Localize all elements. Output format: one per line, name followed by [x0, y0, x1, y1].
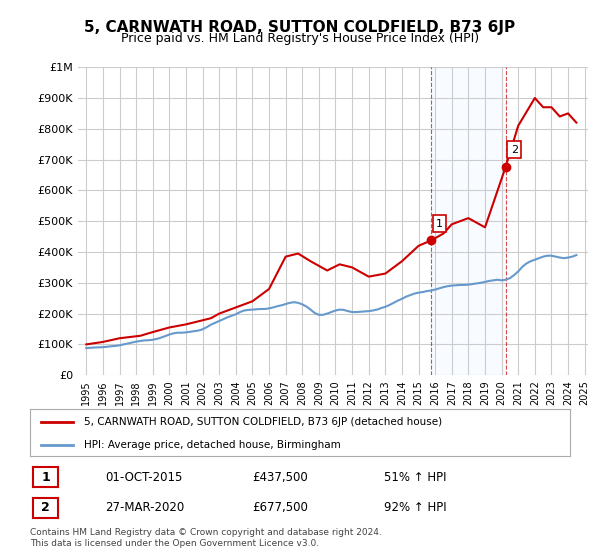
Text: HPI: Average price, detached house, Birmingham: HPI: Average price, detached house, Birm… — [84, 440, 341, 450]
Text: 1: 1 — [41, 470, 50, 484]
Text: 2: 2 — [511, 144, 518, 155]
Text: 5, CARNWATH ROAD, SUTTON COLDFIELD, B73 6JP (detached house): 5, CARNWATH ROAD, SUTTON COLDFIELD, B73 … — [84, 417, 442, 427]
Bar — [431, 67, 506, 375]
Text: Price paid vs. HM Land Registry's House Price Index (HPI): Price paid vs. HM Land Registry's House … — [121, 32, 479, 45]
Text: 51% ↑ HPI: 51% ↑ HPI — [384, 470, 446, 484]
Text: £677,500: £677,500 — [252, 501, 308, 515]
Text: 27-MAR-2020: 27-MAR-2020 — [105, 501, 184, 515]
Text: 2: 2 — [41, 501, 50, 515]
Text: 92% ↑ HPI: 92% ↑ HPI — [384, 501, 446, 515]
Text: £437,500: £437,500 — [252, 470, 308, 484]
Text: 5, CARNWATH ROAD, SUTTON COLDFIELD, B73 6JP: 5, CARNWATH ROAD, SUTTON COLDFIELD, B73 … — [85, 20, 515, 35]
Text: Contains HM Land Registry data © Crown copyright and database right 2024.
This d: Contains HM Land Registry data © Crown c… — [30, 528, 382, 548]
Text: 01-OCT-2015: 01-OCT-2015 — [105, 470, 182, 484]
Text: 1: 1 — [436, 218, 443, 228]
